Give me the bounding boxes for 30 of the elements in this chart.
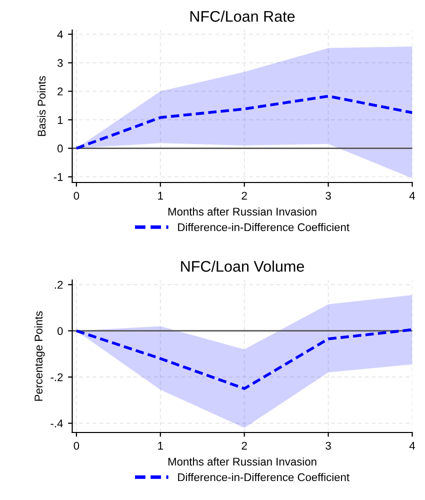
- x-tick-label: 3: [326, 442, 331, 450]
- y-tick-label: -1: [54, 173, 63, 181]
- y-tick-label: 0: [57, 327, 63, 335]
- y-tick-label: 1: [58, 116, 63, 124]
- x-tick-label: 3: [326, 192, 331, 200]
- x-tick-label: 1: [158, 192, 163, 200]
- y-tick-label: -.2: [50, 373, 63, 382]
- legend-label: Difference-in-Difference Coefficient: [178, 473, 350, 482]
- legend-label: Difference-in-Difference Coefficient: [178, 223, 350, 232]
- x-tick-label: 1: [158, 442, 163, 450]
- chart-title: NFC/Loan Rate: [190, 10, 295, 22]
- x-axis-title: Months after Russian Invasion: [168, 207, 316, 216]
- y-tick-label: -.4: [50, 420, 63, 428]
- y-tick-label: 3: [57, 59, 63, 67]
- x-axis-title: Months after Russian Invasion: [168, 457, 316, 466]
- x-tick-label: 2: [242, 442, 247, 450]
- y-tick-label: 0: [57, 144, 63, 152]
- x-tick-label: 0: [74, 192, 80, 200]
- y-tick-label: .2: [54, 280, 63, 289]
- x-tick-label: 4: [409, 192, 416, 200]
- y-axis-title: Percentage Points: [34, 311, 45, 401]
- y-tick-label: 4: [57, 30, 63, 38]
- x-tick-label: 2: [242, 192, 247, 200]
- chart-title: NFC/Loan Volume: [181, 260, 304, 272]
- line-series: [75, 328, 412, 390]
- y-tick-label: 2: [58, 88, 63, 96]
- x-tick-label: 4: [409, 442, 416, 450]
- line-series: [75, 94, 412, 150]
- x-tick-label: 0: [74, 442, 80, 450]
- y-axis-title: Basis Points: [37, 76, 46, 136]
